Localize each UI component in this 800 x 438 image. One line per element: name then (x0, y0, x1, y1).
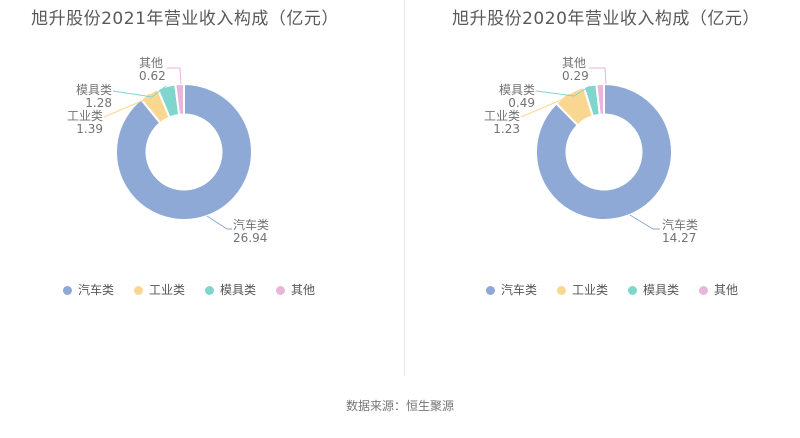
legend-label-模具类: 模具类 (643, 283, 680, 297)
slice-label-value-模具类: 0.49 (508, 96, 535, 110)
legend-dot-汽车类 (485, 285, 495, 295)
legend-dot-其他 (699, 285, 709, 295)
slice-label-value-模具类: 1.28 (85, 96, 112, 110)
legend-label-工业类: 工业类 (571, 283, 608, 297)
legend-dot-工业类 (556, 285, 566, 295)
legend-item-其他[interactable]: 其他 (276, 283, 315, 297)
slice-label-value-工业类: 1.23 (493, 122, 520, 136)
slice-label-name-模具类: 模具类 (76, 83, 112, 97)
slice-label-name-汽车类: 汽车类 (662, 217, 698, 232)
legend-2020: 汽车类 工业类 模具类 其他 (485, 283, 738, 297)
slice-label-value-汽车类: 14.27 (662, 231, 696, 245)
slice-label-name-模具类: 模具类 (499, 83, 535, 97)
label-line-模具类 (112, 85, 167, 98)
legend-item-模具类[interactable]: 模具类 (628, 283, 679, 297)
slice-label-value-其他: 0.29 (562, 69, 589, 83)
legend-item-汽车类[interactable]: 汽车类 (62, 283, 114, 297)
legend-dot-汽车类 (62, 285, 72, 295)
legend-dot-模具类 (628, 285, 637, 295)
slice-label-name-其他: 其他 (139, 56, 163, 70)
legend-item-其他[interactable]: 其他 (699, 283, 738, 297)
label-line-汽车类 (629, 214, 660, 230)
legend-dot-工业类 (133, 285, 143, 295)
label-line-汽车类 (206, 215, 232, 230)
legend-label-其他: 其他 (291, 283, 316, 297)
slice-label-value-汽车类: 26.94 (233, 231, 267, 245)
legend-item-汽车类[interactable]: 汽车类 (485, 283, 537, 297)
slice-label-name-工业类: 工业类 (67, 109, 103, 123)
slice-label-name-其他: 其他 (562, 56, 586, 70)
legend-label-其他: 其他 (714, 283, 739, 297)
slice-label-name-工业类: 工业类 (484, 109, 520, 123)
pie-slice-汽车类[interactable] (115, 82, 253, 221)
label-line-模具类 (535, 85, 591, 97)
slice-label-value-其他: 0.62 (139, 69, 166, 83)
legend-item-模具类[interactable]: 模具类 (205, 283, 256, 297)
legend-2021: 汽车类 工业类 模具类 其他 (62, 283, 315, 297)
slice-label-value-工业类: 1.39 (76, 122, 103, 136)
label-line-工业类 (520, 93, 570, 118)
label-line-其他 (589, 67, 607, 85)
pie-slice-其他[interactable] (595, 82, 605, 116)
slice-label-name-汽车类: 汽车类 (233, 217, 269, 232)
legend-item-工业类[interactable]: 工业类 (133, 283, 185, 297)
label-line-其他 (167, 67, 182, 85)
panel-divider (404, 0, 405, 376)
chart-title-2021: 旭升股份2021年营业收入构成（亿元） (31, 9, 339, 29)
legend-dot-模具类 (205, 285, 214, 295)
legend-label-工业类: 工业类 (148, 283, 185, 297)
chart-panel-2021: 旭升股份2021年营业收入构成（亿元） 汽车类 26.94 工业类 1.39 模具类 1.… (0, 0, 400, 376)
legend-label-模具类: 模具类 (220, 283, 257, 297)
legend-label-汽车类: 汽车类 (77, 283, 114, 297)
legend-item-工业类[interactable]: 工业类 (556, 283, 608, 297)
legend-label-汽车类: 汽车类 (500, 283, 537, 297)
legend-dot-其他 (276, 285, 286, 295)
pie-slice-其他[interactable] (174, 82, 185, 116)
chart-title-2020: 旭升股份2020年营业收入构成（亿元） (452, 9, 760, 29)
chart-panel-2020: 旭升股份2020年营业收入构成（亿元） 汽车类 14.27 工业类 1.23 模具类 0.… (400, 0, 800, 376)
data-source-note: 数据来源：恒生聚源 (345, 399, 455, 413)
